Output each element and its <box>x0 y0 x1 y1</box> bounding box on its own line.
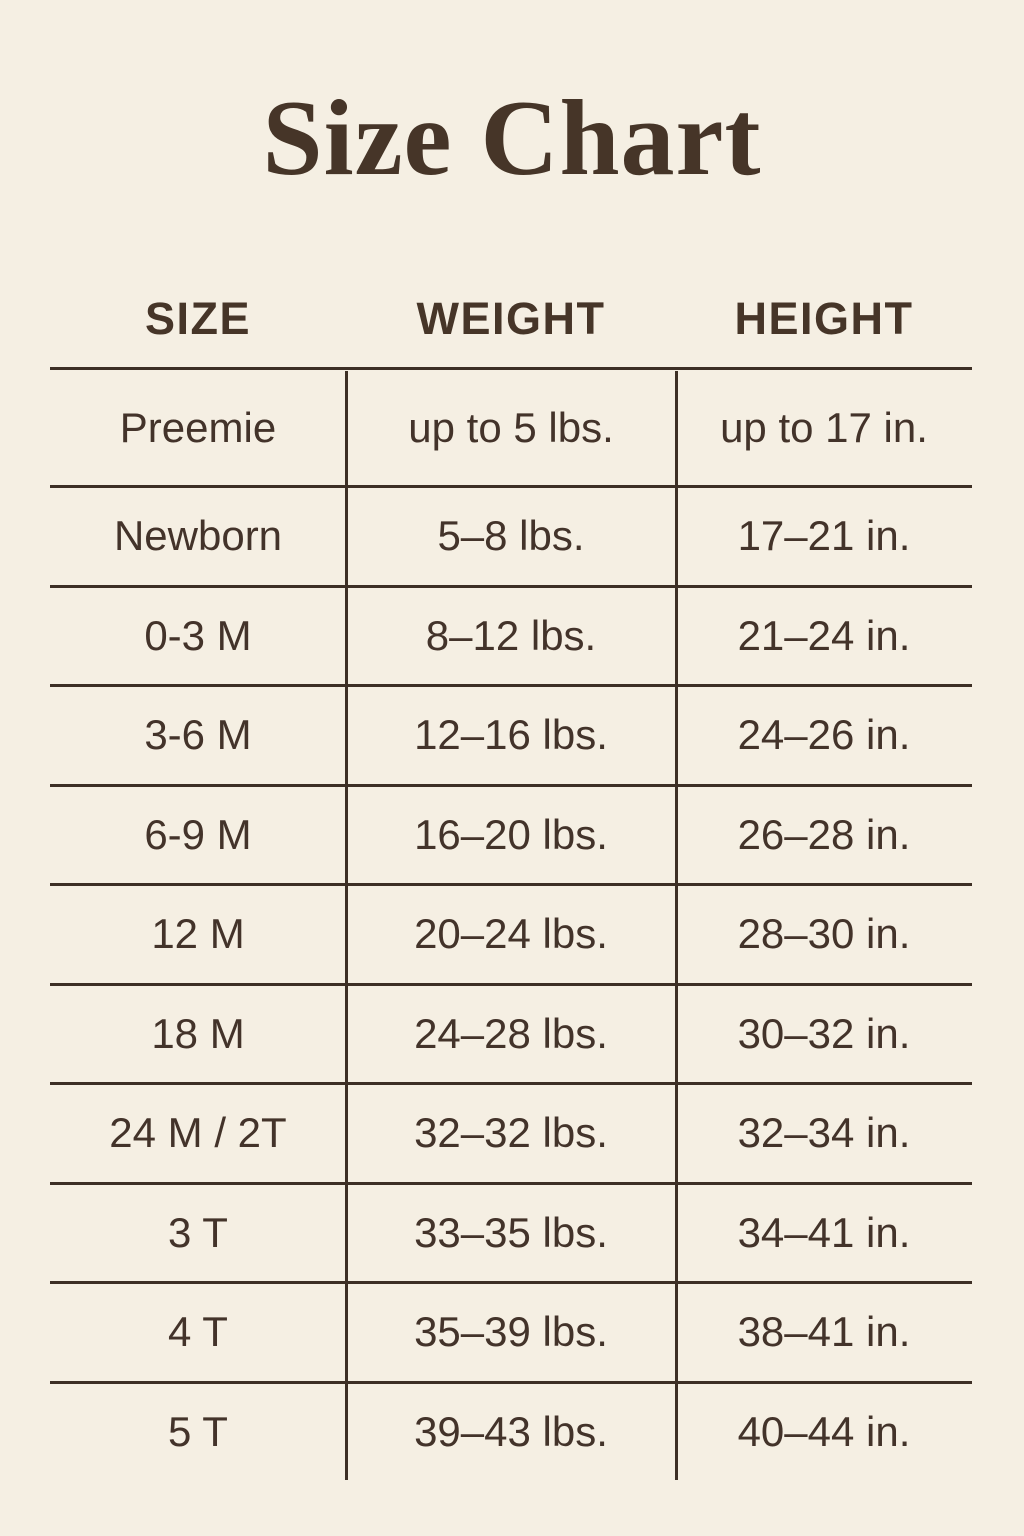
cell-size: 24 M / 2T <box>109 1109 287 1157</box>
table-row: 24 M / 2T 32–32 lbs. 32–34 in. <box>50 1082 972 1182</box>
cell-height: 34–41 in. <box>737 1208 911 1256</box>
table-row: 5 T 39–43 lbs. 40–44 in. <box>50 1380 972 1481</box>
cell-weight: 16–20 lbs. <box>414 810 608 858</box>
table-row: 12 M 20–24 lbs. 28–30 in. <box>50 883 972 983</box>
cell-size: 12 M <box>151 910 245 958</box>
cell-weight: 39–43 lbs. <box>414 1407 608 1455</box>
cell-weight: up to 5 lbs. <box>408 403 614 451</box>
table-header-row: SIZE WEIGHT HEIGHT <box>50 270 972 367</box>
cell-weight: 24–28 lbs. <box>414 1009 608 1057</box>
cell-height: 32–34 in. <box>737 1109 911 1157</box>
cell-size: 0-3 M <box>144 611 252 659</box>
cell-size: 3 T <box>168 1208 228 1256</box>
cell-size: 6-9 M <box>144 810 252 858</box>
cell-size: 18 M <box>151 1009 245 1057</box>
table-row: 3 T 33–35 lbs. 34–41 in. <box>50 1181 972 1282</box>
table-row: 3-6 M 12–16 lbs. 24–26 in. <box>50 684 972 784</box>
column-header-height: HEIGHT <box>734 293 914 344</box>
cell-size: 3-6 M <box>144 711 252 759</box>
cell-height: 26–28 in. <box>737 810 911 858</box>
cell-weight: 8–12 lbs. <box>425 611 597 659</box>
cell-height: 28–30 in. <box>737 910 911 958</box>
column-header-weight: WEIGHT <box>416 293 606 344</box>
cell-weight: 5–8 lbs. <box>437 512 585 560</box>
cell-height: 40–44 in. <box>737 1407 911 1455</box>
cell-height: 17–21 in. <box>737 512 911 560</box>
table-row: 0-3 M 8–12 lbs. 21–24 in. <box>50 584 972 685</box>
cell-weight: 20–24 lbs. <box>414 910 608 958</box>
column-divider-2 <box>675 370 678 1480</box>
cell-weight: 12–16 lbs. <box>414 711 608 759</box>
cell-size: 4 T <box>168 1308 228 1356</box>
cell-height: 21–24 in. <box>737 611 911 659</box>
table-row: Preemie up to 5 lbs. up to 17 in. <box>50 367 972 485</box>
cell-size: Newborn <box>113 512 283 560</box>
table-row: 6-9 M 16–20 lbs. 26–28 in. <box>50 783 972 884</box>
table-row: 18 M 24–28 lbs. 30–32 in. <box>50 982 972 1083</box>
column-header-size: SIZE <box>144 293 252 344</box>
cell-weight: 32–32 lbs. <box>414 1109 608 1157</box>
cell-height: up to 17 in. <box>720 403 928 451</box>
cell-height: 24–26 in. <box>737 711 911 759</box>
cell-size: 5 T <box>168 1407 228 1455</box>
cell-weight: 35–39 lbs. <box>414 1308 608 1356</box>
page-title: Size Chart <box>262 79 762 198</box>
cell-height: 38–41 in. <box>737 1308 911 1356</box>
cell-height: 30–32 in. <box>737 1009 911 1057</box>
table-body: Preemie up to 5 lbs. up to 17 in. Newbor… <box>50 367 972 1480</box>
table-row: Newborn 5–8 lbs. 17–21 in. <box>50 485 972 585</box>
table-row: 4 T 35–39 lbs. 38–41 in. <box>50 1281 972 1381</box>
cell-weight: 33–35 lbs. <box>414 1208 608 1256</box>
cell-size: Preemie <box>119 403 277 451</box>
size-chart-table: SIZE WEIGHT HEIGHT Preemie up to 5 lbs. … <box>50 270 972 1480</box>
column-divider-1 <box>345 370 348 1480</box>
